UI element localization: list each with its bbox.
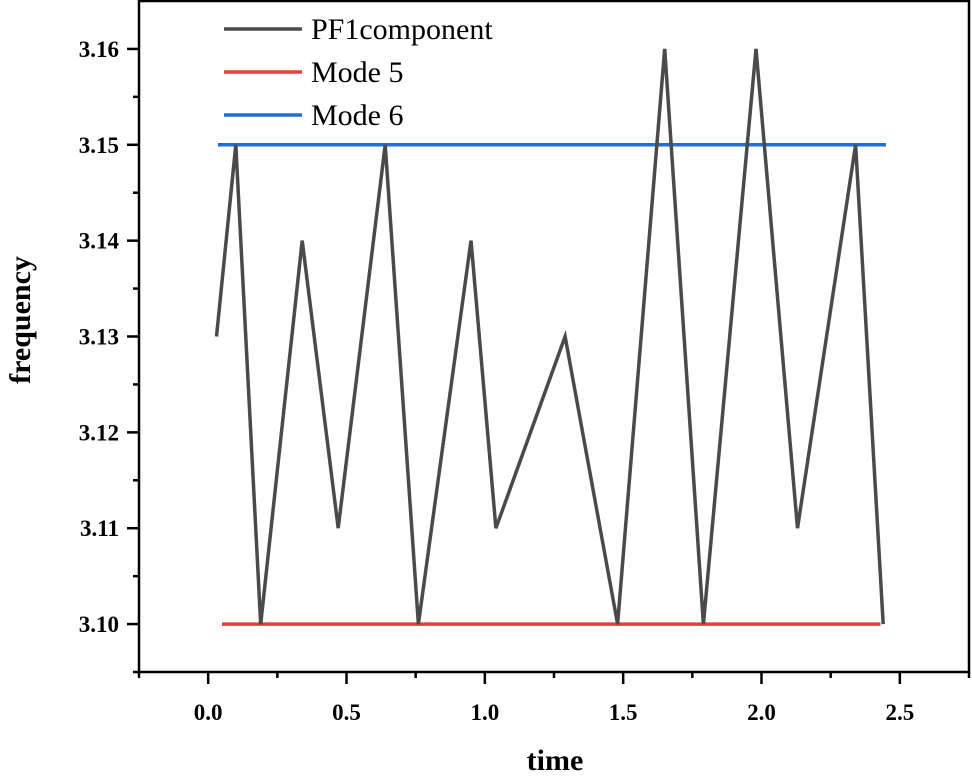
y-tick-label: 3.11 bbox=[80, 516, 119, 541]
y-axis-title: frequency bbox=[4, 256, 37, 384]
x-tick-label: 0.0 bbox=[194, 700, 223, 725]
y-axis: 3.10 3.11 3.12 3.13 3.14 3.15 3.16 bbox=[79, 37, 139, 674]
x-tick-label: 1.5 bbox=[609, 700, 638, 725]
series-line-pf1component bbox=[214, 48, 885, 625]
y-tick-label: 3.14 bbox=[79, 229, 120, 254]
series-layer bbox=[214, 48, 886, 626]
x-tick-label: 2.0 bbox=[747, 700, 776, 725]
legend-label: PF1component bbox=[311, 13, 493, 46]
x-tick-label: 2.5 bbox=[885, 700, 914, 725]
plot-frame bbox=[137, 0, 971, 674]
y-tick-label: 3.15 bbox=[79, 133, 119, 158]
y-tick-label: 3.12 bbox=[79, 420, 119, 445]
x-axis-title: time bbox=[527, 744, 584, 777]
plot-border bbox=[137, 0, 971, 674]
y-tick-label: 3.16 bbox=[79, 37, 119, 62]
legend-label: Mode 5 bbox=[311, 56, 404, 89]
x-tick-label: 0.5 bbox=[332, 700, 361, 725]
y-tick-label: 3.10 bbox=[79, 612, 119, 637]
x-tick-label: 1.0 bbox=[470, 700, 499, 725]
y-tick-label: 3.13 bbox=[79, 325, 119, 350]
legend-label: Mode 6 bbox=[311, 99, 404, 132]
legend: PF1component Mode 5 Mode 6 bbox=[224, 13, 493, 132]
x-axis: 0.0 0.5 1.0 1.5 2.0 2.5 bbox=[137, 672, 971, 725]
